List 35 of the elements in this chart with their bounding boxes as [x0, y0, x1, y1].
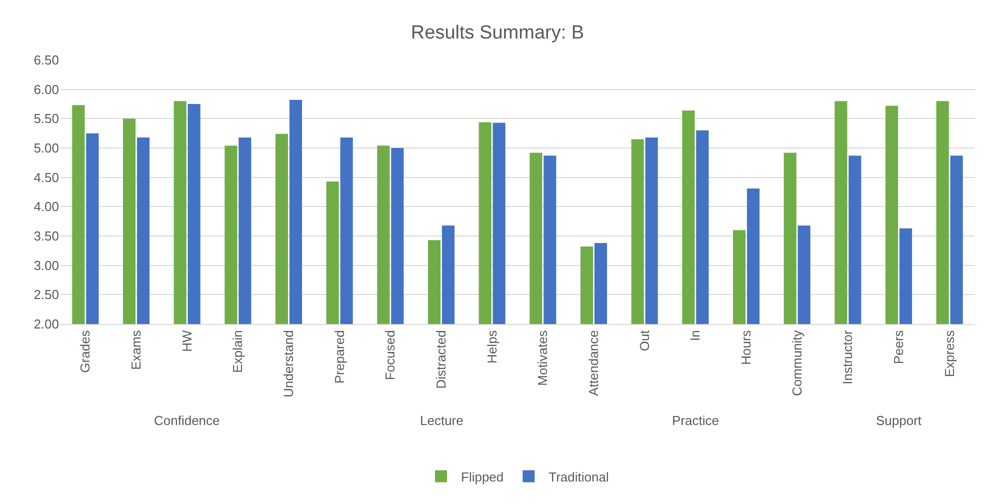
- y-tick-label: 4.00: [34, 199, 59, 214]
- y-tick-label: 3.00: [34, 258, 59, 273]
- chart-title: Results Summary: B: [410, 22, 584, 44]
- x-tick-label: Peers: [890, 330, 906, 364]
- x-tick-label: Prepared: [332, 330, 347, 384]
- x-tick-label: Community: [789, 330, 804, 396]
- x-tick-label: In: [688, 330, 703, 342]
- x-tick-label: Motivates: [535, 330, 550, 386]
- y-tick-label: 2.50: [34, 287, 59, 302]
- x-tick-label: Out: [636, 330, 652, 352]
- x-tick-label: Express: [942, 330, 957, 378]
- x-tick-label: Hours: [738, 330, 754, 365]
- x-tick-label: Understand: [280, 330, 296, 398]
- y-tick-label: 5.50: [34, 111, 59, 126]
- y-tick-label: 4.50: [34, 170, 59, 185]
- annotation: Lecture: [420, 413, 464, 428]
- x-tick-label: Grades: [78, 330, 93, 373]
- y-tick-label: 5.00: [34, 140, 59, 156]
- x-tick-label: Explain: [230, 330, 246, 373]
- legend-label: Traditional: [548, 469, 609, 484]
- y-tick-label: 6.50: [34, 52, 59, 68]
- x-tick-label: Distracted: [433, 330, 448, 389]
- annotation: Practice: [672, 413, 719, 428]
- x-tick-label: Helps: [484, 330, 500, 364]
- annotation: Confidence: [154, 413, 220, 428]
- x-tick-label: Attendance: [586, 330, 601, 396]
- x-tick-label: HW: [179, 329, 194, 352]
- x-tick-label: Instructor: [840, 330, 856, 384]
- x-tick-label: Exams: [128, 330, 144, 370]
- y-tick-label: 2.00: [34, 316, 59, 332]
- x-tick-label: Focused: [382, 330, 398, 380]
- y-tick-label: 3.50: [34, 228, 59, 244]
- legend-label: Flipped: [461, 469, 504, 484]
- y-tick-label: 6.00: [34, 82, 59, 97]
- annotation: Support: [876, 413, 922, 428]
